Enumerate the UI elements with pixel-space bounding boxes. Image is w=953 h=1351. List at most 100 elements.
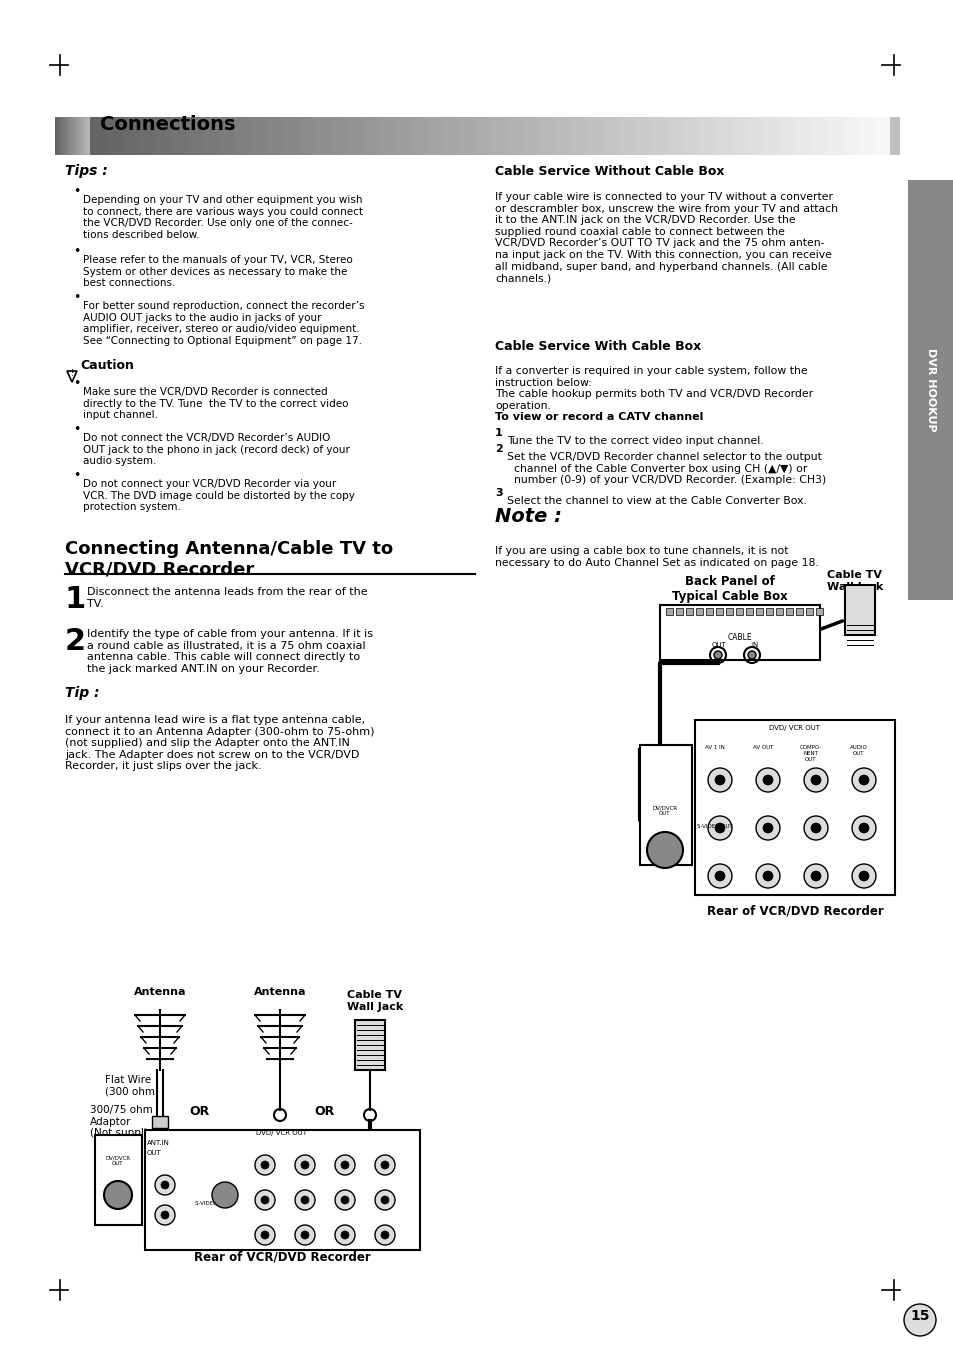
Bar: [377, 118, 394, 155]
Bar: [61, 118, 63, 155]
Text: DV/DVCR
OUT: DV/DVCR OUT: [106, 1155, 131, 1166]
Bar: [857, 118, 873, 155]
Text: Do not connect the VCR/DVD Recorder’s AUDIO
OUT jack to the phono in jack (recor: Do not connect the VCR/DVD Recorder’s AU…: [83, 434, 350, 466]
Circle shape: [154, 1175, 174, 1196]
Bar: [634, 118, 649, 155]
Bar: [805, 608, 812, 615]
Text: Cable TV
Wall Jack: Cable TV Wall Jack: [826, 570, 882, 592]
Bar: [490, 118, 505, 155]
Circle shape: [903, 1304, 935, 1336]
Text: 2: 2: [65, 627, 86, 657]
Bar: [725, 608, 732, 615]
Bar: [441, 118, 457, 155]
Circle shape: [858, 871, 868, 881]
Bar: [665, 608, 672, 615]
Text: DVD/ VCR OUT: DVD/ VCR OUT: [769, 725, 820, 731]
Bar: [355, 1020, 385, 1070]
Text: AUDIO
OUT: AUDIO OUT: [849, 744, 867, 755]
Bar: [89, 118, 91, 155]
Bar: [426, 118, 441, 155]
Bar: [601, 118, 618, 155]
Bar: [83, 118, 85, 155]
Bar: [778, 118, 793, 155]
Bar: [618, 118, 634, 155]
Circle shape: [375, 1225, 395, 1246]
Bar: [85, 118, 87, 155]
Text: Antenna: Antenna: [253, 988, 306, 997]
Circle shape: [340, 1161, 349, 1169]
Text: 300/75 ohm
Adaptor
(Not supplied): 300/75 ohm Adaptor (Not supplied): [90, 1105, 164, 1138]
Circle shape: [851, 865, 875, 888]
Text: S-VIDEO OUT: S-VIDEO OUT: [697, 824, 732, 830]
Circle shape: [340, 1231, 349, 1239]
Text: OR: OR: [314, 1105, 335, 1119]
Bar: [91, 118, 92, 155]
Circle shape: [707, 816, 731, 840]
Circle shape: [755, 865, 780, 888]
Bar: [698, 118, 713, 155]
Bar: [659, 605, 820, 661]
Circle shape: [294, 1190, 314, 1210]
Circle shape: [161, 1181, 169, 1189]
Text: Rear of VCR/DVD Recorder: Rear of VCR/DVD Recorder: [193, 1250, 370, 1263]
Circle shape: [340, 1196, 349, 1204]
Bar: [266, 118, 282, 155]
Circle shape: [762, 871, 772, 881]
Bar: [63, 118, 65, 155]
Circle shape: [707, 865, 731, 888]
Circle shape: [335, 1225, 355, 1246]
Bar: [410, 118, 426, 155]
Bar: [69, 118, 71, 155]
Text: IN: IN: [751, 642, 758, 648]
Bar: [457, 118, 474, 155]
Text: If your cable wire is connected to your TV without a converter
or descrambler bo: If your cable wire is connected to your …: [495, 192, 837, 284]
Text: Select the channel to view at the Cable Converter Box.: Select the channel to view at the Cable …: [506, 496, 806, 507]
Text: 15: 15: [909, 1309, 929, 1323]
Circle shape: [851, 816, 875, 840]
Text: To view or record a CATV channel: To view or record a CATV channel: [495, 412, 702, 422]
Text: 3: 3: [495, 488, 502, 499]
Circle shape: [380, 1196, 389, 1204]
Circle shape: [810, 871, 821, 881]
Bar: [569, 118, 585, 155]
Text: Cable Service With Cable Box: Cable Service With Cable Box: [495, 340, 700, 353]
Circle shape: [261, 1196, 269, 1204]
Circle shape: [261, 1231, 269, 1239]
Bar: [729, 118, 745, 155]
Bar: [87, 118, 89, 155]
Bar: [873, 118, 889, 155]
Circle shape: [851, 767, 875, 792]
Bar: [202, 118, 218, 155]
Circle shape: [212, 1182, 237, 1208]
Bar: [676, 608, 682, 615]
Circle shape: [254, 1190, 274, 1210]
Bar: [170, 118, 186, 155]
Bar: [844, 585, 874, 635]
Bar: [685, 608, 692, 615]
Text: •: •: [73, 377, 80, 390]
Bar: [92, 118, 95, 155]
Bar: [474, 118, 490, 155]
Text: 2: 2: [495, 444, 502, 454]
Text: Cable TV
Wall Jack: Cable TV Wall Jack: [347, 990, 403, 1012]
Bar: [71, 118, 73, 155]
Text: Back Panel of
Typical Cable Box: Back Panel of Typical Cable Box: [672, 576, 787, 603]
Bar: [55, 118, 894, 155]
Circle shape: [254, 1225, 274, 1246]
Circle shape: [747, 651, 755, 659]
Circle shape: [380, 1161, 389, 1169]
Bar: [152, 1116, 168, 1128]
Text: OUT: OUT: [147, 1150, 162, 1156]
Bar: [186, 118, 202, 155]
Bar: [59, 118, 61, 155]
Circle shape: [714, 871, 724, 881]
Circle shape: [707, 767, 731, 792]
Text: •: •: [73, 423, 80, 436]
Circle shape: [261, 1161, 269, 1169]
Circle shape: [254, 1155, 274, 1175]
Bar: [755, 608, 762, 615]
Circle shape: [803, 767, 827, 792]
Bar: [122, 118, 138, 155]
Bar: [775, 608, 782, 615]
Bar: [346, 118, 361, 155]
